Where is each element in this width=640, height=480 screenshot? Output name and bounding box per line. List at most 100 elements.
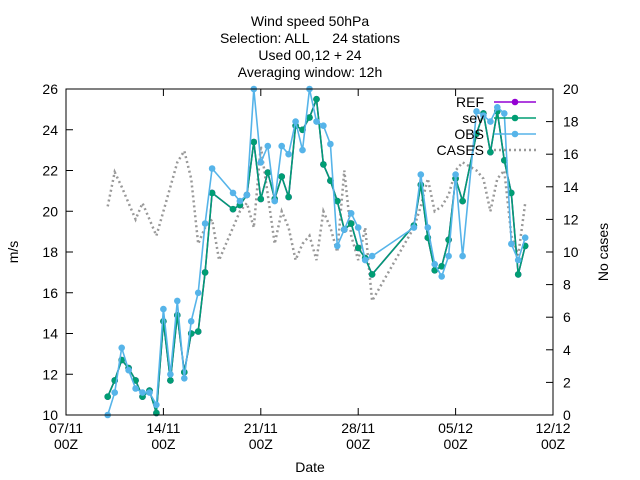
data-point-obs (501, 110, 508, 117)
data-point-obs (410, 224, 418, 231)
data-point-obs (320, 122, 327, 129)
x-tick-label-date: 12/12 (535, 420, 570, 436)
data-point-obs (487, 118, 494, 125)
y-axis-label: m/s (5, 241, 21, 264)
data-point-sev (514, 271, 522, 278)
y-tick-label: 26 (42, 81, 58, 97)
data-point-sev (167, 377, 174, 384)
data-point-sev (354, 244, 362, 252)
data-point-sev (313, 95, 320, 103)
y-tick-label: 10 (42, 407, 58, 423)
y2-tick-label: 16 (563, 146, 579, 162)
data-point-obs (187, 318, 195, 325)
data-point-sev (347, 220, 355, 227)
data-point-obs (347, 210, 355, 217)
data-point-obs (201, 220, 209, 227)
data-point-obs (160, 305, 167, 313)
data-point-sev (201, 269, 209, 276)
data-point-obs (424, 224, 432, 231)
data-point-obs (354, 224, 362, 231)
y2-tick-label: 4 (563, 342, 571, 358)
data-point-obs (299, 146, 306, 154)
legend-marker-sev (511, 114, 519, 122)
data-point-obs (278, 142, 286, 150)
data-point-obs (368, 252, 376, 260)
data-point-sev (208, 189, 216, 197)
data-point-obs (480, 112, 487, 119)
y-tick-label: 12 (42, 366, 58, 382)
x-tick-label-hour: 00Z (151, 436, 176, 452)
y2-tick-label: 8 (563, 277, 571, 293)
data-point-obs (327, 140, 334, 148)
x-axis-label: Date (295, 459, 325, 475)
data-point-sev (334, 197, 341, 205)
data-point-sev (229, 205, 237, 213)
data-point-obs (417, 171, 425, 178)
x-tick-label-hour: 00Z (541, 436, 566, 452)
data-point-obs (445, 252, 452, 260)
data-point-obs (167, 371, 174, 378)
data-point-sev (459, 197, 466, 205)
y2-tick-label: 2 (563, 374, 571, 390)
y-tick-label: 18 (42, 244, 58, 260)
y2-tick-label: 18 (563, 114, 579, 130)
data-point-obs (146, 389, 153, 396)
x-tick-label-hour: 00Z (346, 436, 371, 452)
x-tick-label-date: 28/11 (341, 420, 375, 436)
data-point-obs (229, 189, 237, 197)
data-point-obs (514, 256, 522, 264)
data-point-sev (320, 161, 327, 168)
data-point-obs (194, 289, 202, 297)
data-point-obs (118, 344, 125, 352)
x-tick-label-hour: 00Z (54, 436, 79, 452)
data-point-obs (243, 191, 251, 199)
data-point-obs (292, 118, 299, 125)
plot-frame (65, 88, 554, 416)
y2-tick-label: 6 (563, 309, 571, 325)
data-point-obs (153, 401, 160, 409)
title-line-2: Selection: ALL 24 stations (220, 30, 400, 46)
legend-marker-ref (511, 98, 519, 106)
data-point-obs (334, 242, 341, 250)
data-point-obs (125, 366, 132, 374)
data-point-sev (104, 393, 111, 401)
y2-tick-label: 0 (563, 407, 571, 423)
y-tick-label: 20 (42, 203, 58, 219)
x-tick-label-date: 21/11 (244, 420, 278, 436)
data-point-obs (257, 159, 265, 166)
y2-axis-label: No cases (595, 223, 611, 281)
data-point-obs (459, 252, 466, 260)
y2-tick-label: 12 (563, 211, 579, 227)
legend-label-obs: OBS (454, 126, 484, 142)
y2-tick-label: 10 (563, 244, 579, 260)
data-point-sev (306, 114, 313, 121)
series-line-cases (106, 145, 527, 305)
data-point-obs (473, 108, 480, 115)
data-point-sev (194, 328, 202, 335)
data-point-obs (341, 226, 348, 233)
series-cases (106, 145, 527, 305)
data-point-sev (250, 138, 258, 146)
data-point-obs (139, 389, 146, 396)
data-point-obs (208, 165, 216, 172)
data-point-obs (271, 197, 279, 205)
data-point-obs (361, 256, 369, 264)
y-tick-label: 24 (42, 122, 58, 138)
y-tick-label: 16 (42, 285, 58, 301)
x-tick-label-date: 14/11 (146, 420, 180, 436)
data-point-sev (487, 148, 494, 156)
data-point-obs (264, 142, 272, 150)
data-point-obs (452, 171, 459, 178)
y-tick-label: 22 (42, 163, 58, 179)
chart-title: Wind speed 50hPa Selection: ALL 24 stati… (220, 13, 400, 80)
legend-label-ref: REF (456, 94, 484, 110)
data-point-obs (508, 240, 515, 248)
data-point-obs (174, 297, 181, 305)
data-point-sev (438, 263, 446, 270)
data-point-obs (313, 118, 320, 125)
legend-marker-obs (511, 130, 519, 138)
data-point-sev (368, 271, 376, 278)
title-line-3: Used 00,12 + 24 (258, 47, 361, 63)
